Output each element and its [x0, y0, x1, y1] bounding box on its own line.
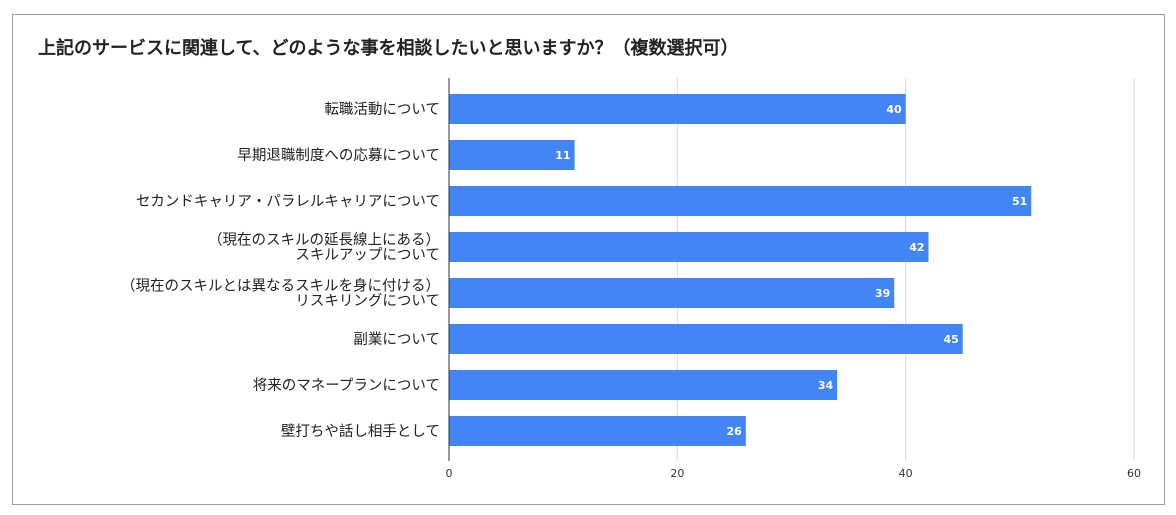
chart-title: 上記のサービスに関連して、どのような事を相談したいと思いますか？（複数選択可） — [38, 38, 739, 59]
category-label: 早期退職制度への応募について — [237, 147, 440, 164]
bar — [449, 94, 906, 124]
data-label: 45 — [943, 333, 958, 346]
category-label: 転職活動について — [324, 101, 440, 118]
data-label: 40 — [886, 103, 902, 116]
data-label: 34 — [818, 379, 834, 392]
category-label: （現在のスキルとは異なるスキルを身に付ける） — [121, 278, 440, 295]
data-label: 51 — [1012, 195, 1027, 208]
gridlines — [676, 78, 1135, 461]
bar — [449, 140, 575, 170]
x-tick-label: 40 — [899, 467, 913, 480]
category-labels: 転職活動について早期退職制度への応募についてセカンドキャリア・パラレルキャリアに… — [121, 101, 440, 440]
data-label: 11 — [555, 149, 570, 162]
category-label: リスキリングについて — [295, 293, 440, 310]
x-tick-label: 20 — [670, 467, 684, 480]
bar — [449, 324, 963, 354]
data-label: 42 — [909, 241, 924, 254]
category-label: 壁打ちや話し相手として — [281, 423, 440, 440]
category-label: 副業について — [353, 331, 440, 348]
bars: 40 11 51 42 39 45 34 26 — [449, 94, 1032, 446]
x-tick-label: 0 — [446, 467, 453, 480]
category-label: （現在のスキルの延長線上にある） — [208, 232, 440, 249]
category-label: スキルアップについて — [295, 247, 440, 264]
x-tick-label: 60 — [1127, 467, 1141, 480]
data-label: 26 — [727, 425, 743, 438]
bar — [449, 416, 746, 446]
bar — [449, 278, 895, 308]
x-tick-labels: 0 20 40 60 — [446, 467, 1142, 480]
category-label: セカンドキャリア・パラレルキャリアについて — [136, 193, 440, 210]
bar — [449, 186, 1032, 216]
category-label: 将来のマネープランについて — [253, 377, 440, 394]
data-label: 39 — [875, 287, 890, 300]
bar — [449, 370, 838, 400]
bar — [449, 232, 929, 262]
